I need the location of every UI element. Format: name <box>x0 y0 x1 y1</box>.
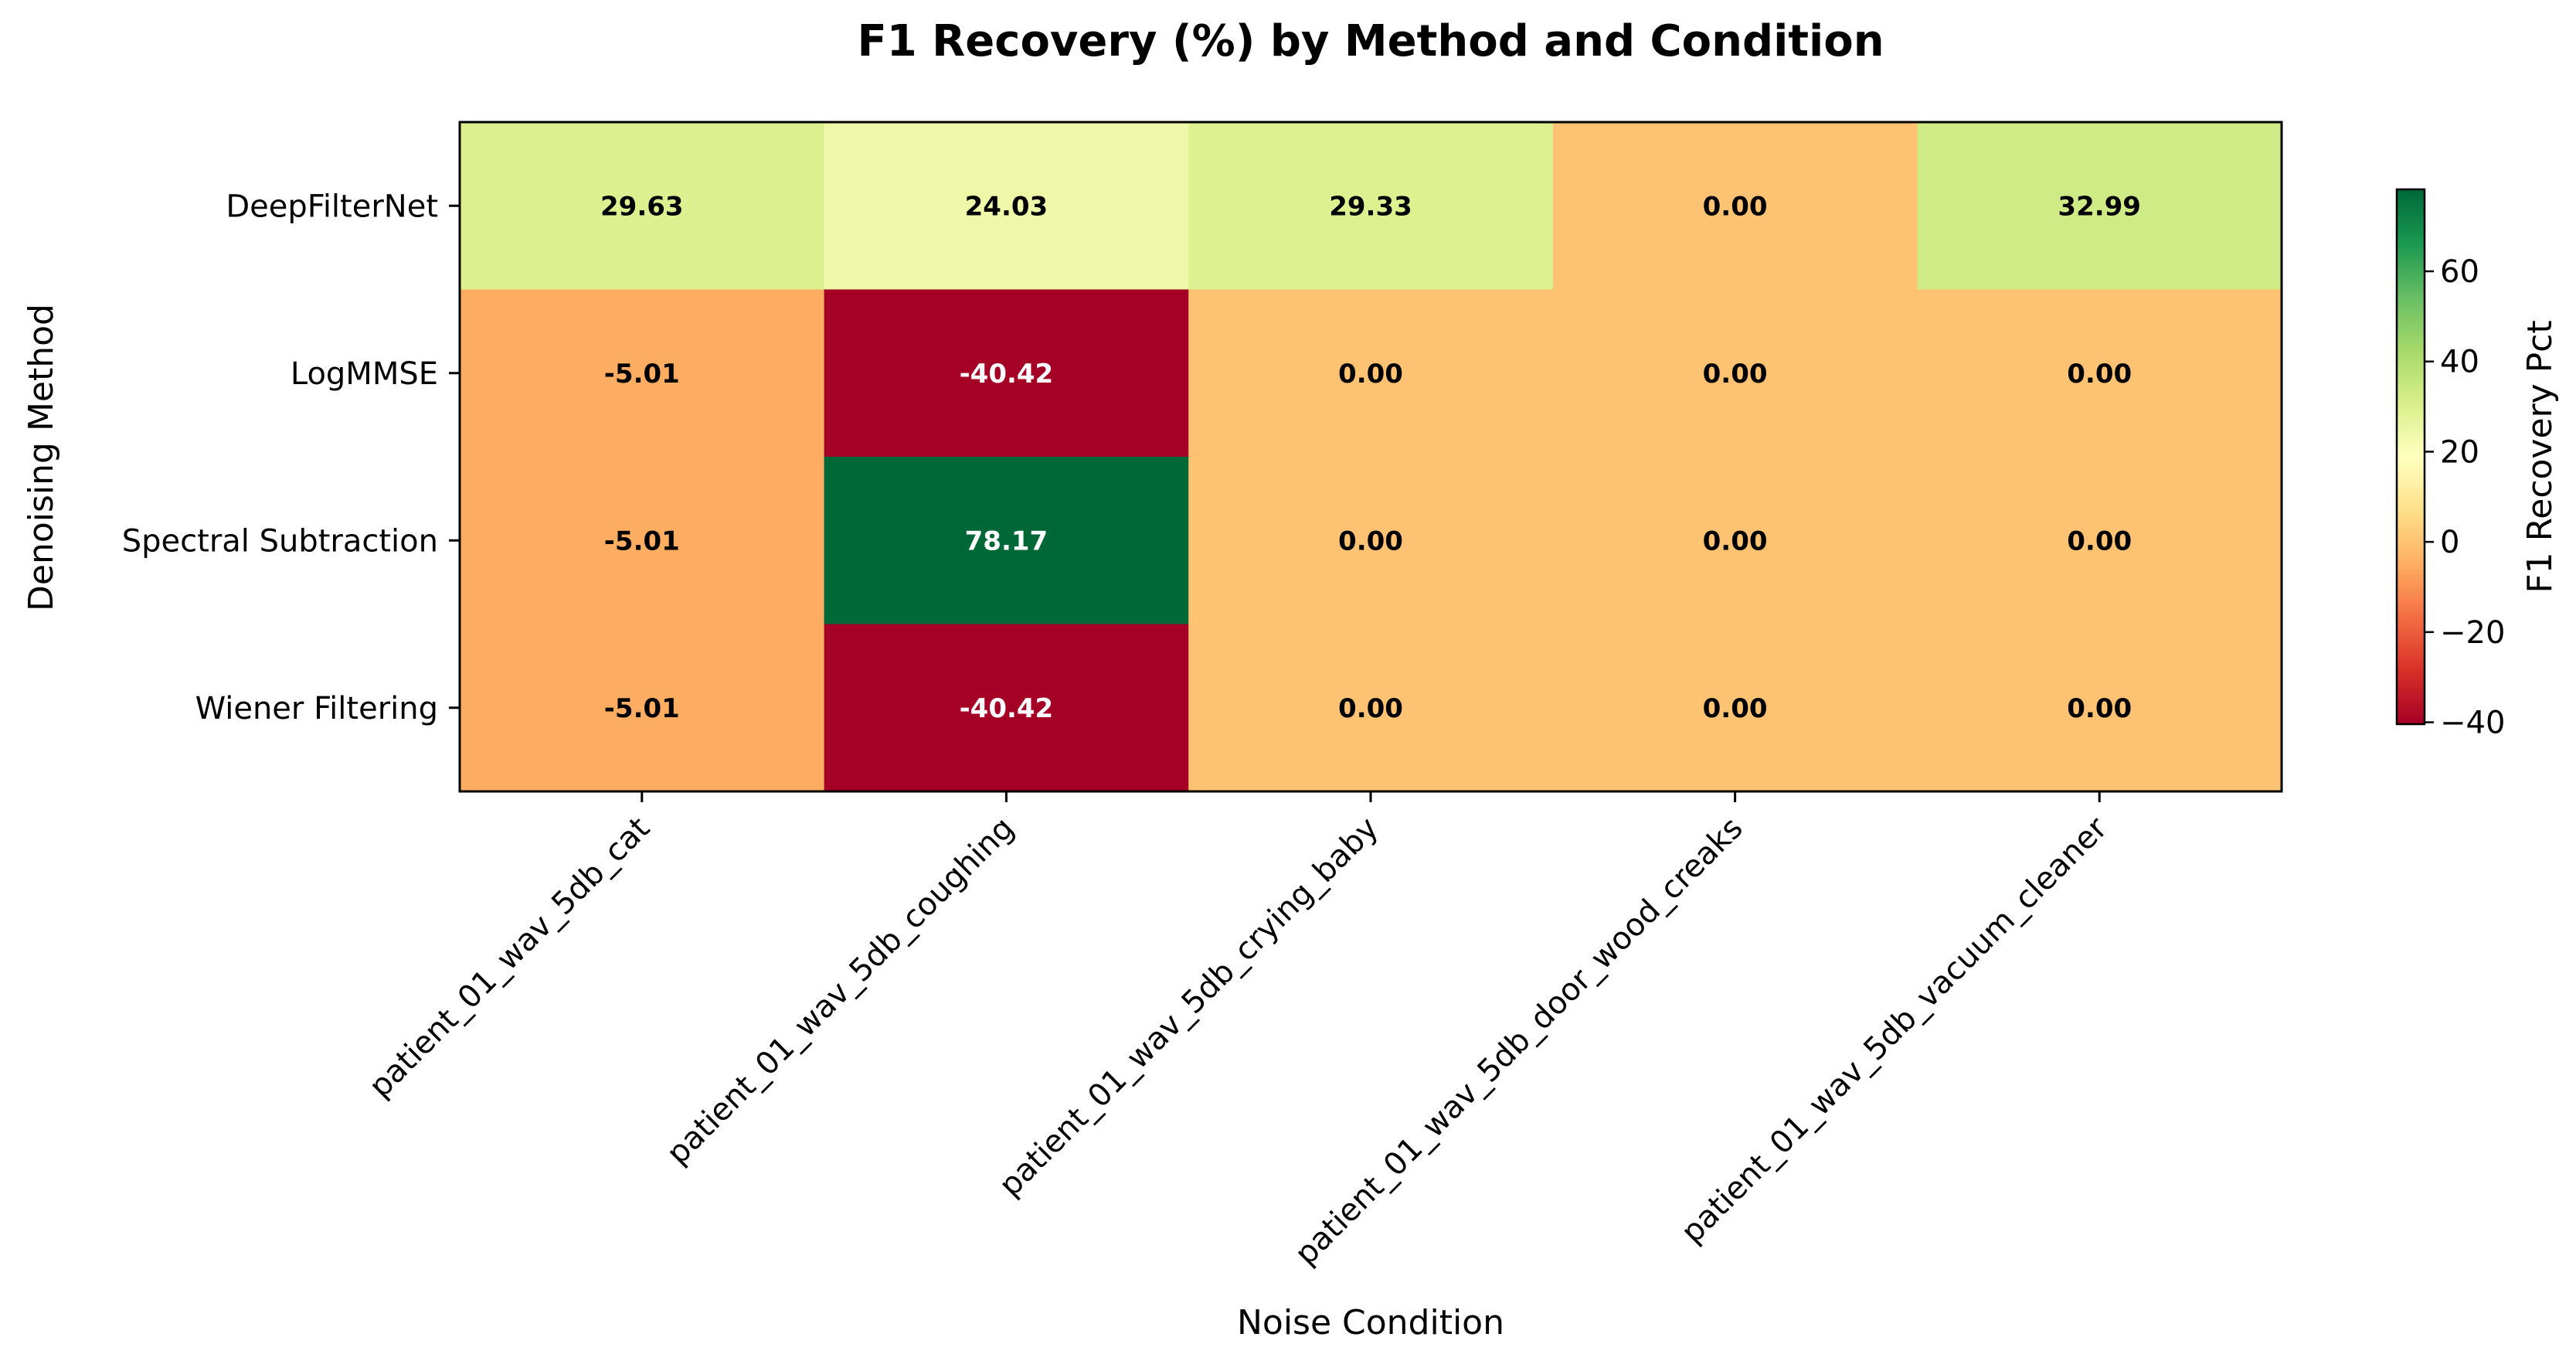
x-axis-label: Noise Condition <box>1237 1303 1504 1342</box>
x-tick-label: patient_01_wav_5db_door_wood_creaks <box>1288 811 1749 1272</box>
cell-value-label: -40.42 <box>960 693 1054 724</box>
heatmap-cell <box>1917 122 2282 290</box>
chart-title: F1 Recovery (%) by Method and Condition <box>857 16 1884 66</box>
heatmap-cell <box>460 289 825 458</box>
y-tick-label: Wiener Filtering <box>195 691 438 726</box>
y-axis-label: Denoising Method <box>22 304 61 611</box>
x-tick-label: patient_01_wav_5db_cat <box>362 811 657 1105</box>
heatmap-cell <box>1188 457 1554 624</box>
cell-value-label: 0.00 <box>1703 526 1768 556</box>
colorbar-tick-label: 40 <box>2440 345 2479 380</box>
cell-value-label: 32.99 <box>2058 191 2141 222</box>
colorbar-tick-label: 0 <box>2440 525 2459 560</box>
x-axis-ticks: patient_01_wav_5db_cat patient_01_wav_5db… <box>362 791 2115 1272</box>
colorbar-tick-label: 60 <box>2440 254 2479 290</box>
heatmap-cell <box>1917 289 2282 458</box>
colorbar-label: F1 Recovery Pct <box>2520 320 2560 593</box>
heatmap-cell <box>460 122 825 290</box>
colorbar-tick-label: 20 <box>2440 434 2479 470</box>
y-tick-label: LogMMSE <box>291 356 438 392</box>
cell-value-label: 29.63 <box>600 191 684 222</box>
cell-value-label: 24.03 <box>965 191 1048 222</box>
heatmap-cell <box>1188 289 1554 458</box>
heatmap-cell <box>460 624 825 792</box>
heatmap-cell <box>1552 289 1918 458</box>
heatmap-cell <box>1917 624 2282 792</box>
y-axis-ticks: DeepFilterNet LogMMSE Spectral Subtraction… <box>122 189 460 726</box>
heatmap-cell <box>1552 122 1918 290</box>
heatmap-cell <box>1917 457 2282 624</box>
cell-value-label: 0.00 <box>1338 526 1403 556</box>
cell-value-label: 0.00 <box>1703 359 1768 390</box>
colorbar-ticks: −40 −20 0 20 40 60 <box>2425 254 2505 741</box>
cell-value-label: 0.00 <box>1703 191 1768 222</box>
cell-value-label: -5.01 <box>604 693 680 724</box>
cell-value-label: -5.01 <box>604 359 680 390</box>
y-tick-label: Spectral Subtraction <box>122 523 438 559</box>
heatmap-cell <box>824 457 1189 624</box>
heatmap-cell <box>1188 122 1554 290</box>
cell-value-label: 0.00 <box>2067 359 2132 390</box>
cell-value-label: 0.00 <box>2067 526 2132 556</box>
colorbar-tick-label: −20 <box>2440 615 2505 651</box>
cell-value-label: -40.42 <box>960 359 1054 390</box>
heatmap-cell <box>1552 624 1918 792</box>
cell-value-label: 0.00 <box>1703 693 1768 724</box>
colorbar <box>2395 188 2426 726</box>
y-tick-label: DeepFilterNet <box>226 189 438 224</box>
heatmap-cell <box>460 457 825 624</box>
heatmap-cells: 29.63 24.03 29.33 0.00 32.99 -5.01 -40.42 0.00 0… <box>460 122 2282 792</box>
cell-value-label: 0.00 <box>2067 693 2132 724</box>
cell-value-label: 0.00 <box>1338 693 1403 724</box>
heatmap-cell <box>824 289 1189 458</box>
colorbar-tick-label: −40 <box>2440 706 2505 741</box>
heatmap-cell <box>824 624 1189 792</box>
heatmap-cell <box>1188 624 1554 792</box>
cell-value-label: 0.00 <box>1338 359 1403 390</box>
cell-value-label: 29.33 <box>1329 191 1412 222</box>
x-tick-label: patient_01_wav_5db_coughing <box>660 811 1021 1172</box>
cell-value-label: -5.01 <box>604 526 680 556</box>
heatmap-cell <box>1552 457 1918 624</box>
heatmap-cell <box>824 122 1189 290</box>
x-tick-label: patient_01_wav_5db_vacuum_cleaner <box>1674 810 2115 1250</box>
x-tick-label: patient_01_wav_5db_crying_baby <box>992 811 1385 1204</box>
cell-value-label: 78.17 <box>965 526 1048 556</box>
